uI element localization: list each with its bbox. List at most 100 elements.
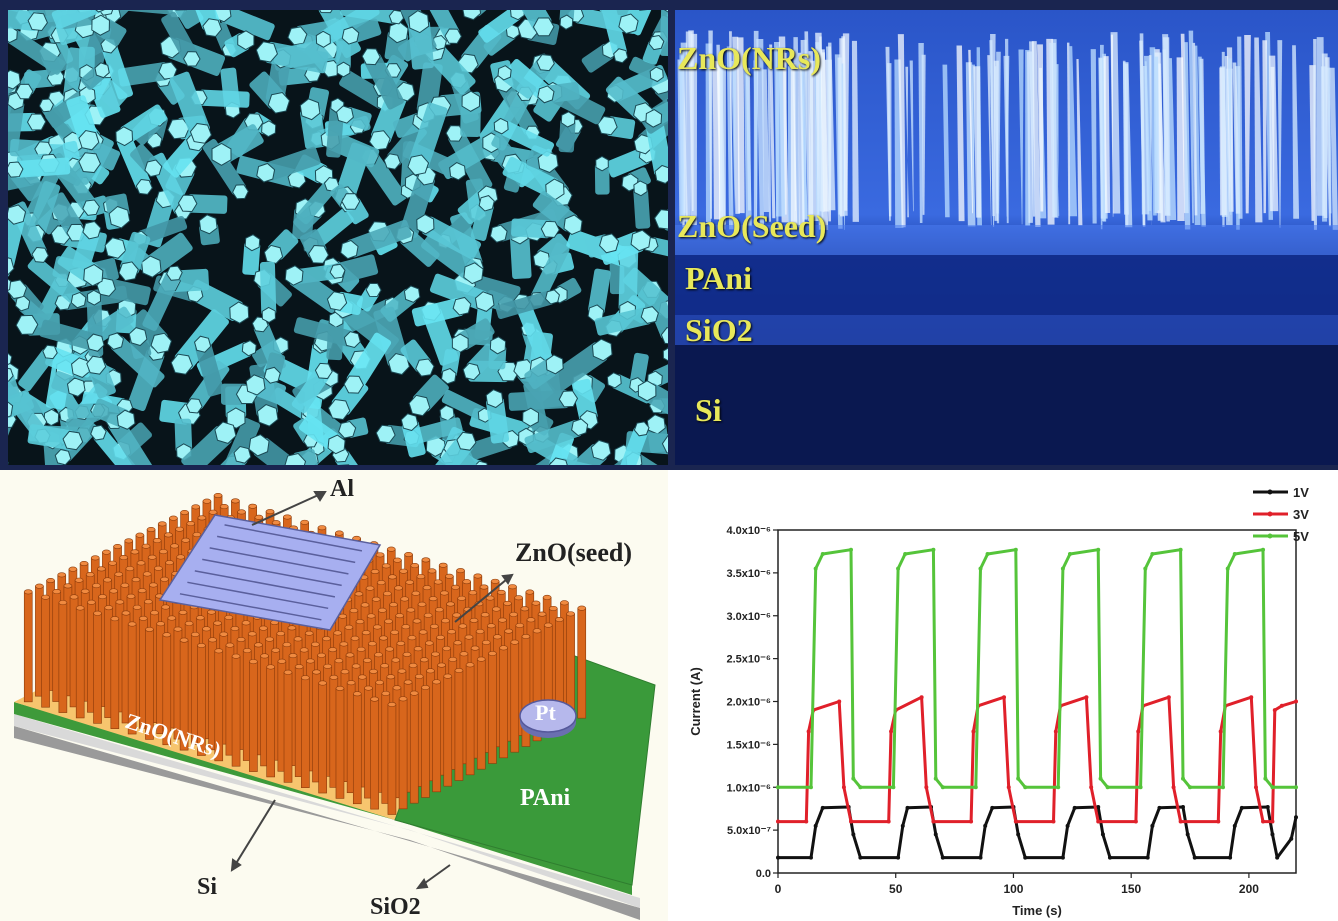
data-point bbox=[983, 823, 988, 828]
chart-svg: 0 50 100 150 200 0.0 5.0x10⁻⁷ 1.0x10⁻⁶ 1.5x10⁻⁶ 2… bbox=[688, 485, 1309, 918]
data-point bbox=[1192, 855, 1197, 860]
data-point bbox=[919, 695, 924, 700]
data-point bbox=[896, 855, 901, 860]
sio2-layer-side bbox=[14, 714, 640, 908]
data-point bbox=[1002, 695, 1007, 700]
data-point bbox=[1065, 823, 1070, 828]
sem-label-si: Si bbox=[695, 392, 722, 428]
data-point bbox=[776, 819, 780, 824]
legend-label: 3V bbox=[1293, 507, 1309, 522]
data-point bbox=[1185, 832, 1190, 837]
legend-label: 5V bbox=[1293, 529, 1309, 544]
y-tick-label: 4.0x10⁻⁶ bbox=[726, 525, 771, 537]
data-point bbox=[1275, 855, 1280, 860]
data-point bbox=[1013, 547, 1018, 552]
legend-marker bbox=[1267, 511, 1273, 517]
schematic-arrows bbox=[230, 491, 514, 890]
data-point bbox=[1053, 729, 1058, 734]
data-point bbox=[1089, 785, 1094, 790]
data-point bbox=[1023, 785, 1028, 790]
data-point bbox=[776, 855, 780, 860]
cross-seed-band bbox=[675, 225, 1338, 255]
data-point bbox=[1138, 785, 1143, 790]
schematic-label-sio2: SiO2 bbox=[370, 894, 421, 920]
data-point bbox=[1178, 547, 1183, 552]
data-point bbox=[931, 819, 936, 824]
data-point bbox=[1150, 552, 1155, 557]
data-point bbox=[1239, 805, 1244, 810]
data-point bbox=[1171, 785, 1176, 790]
data-point bbox=[1006, 785, 1011, 790]
data-point bbox=[1270, 819, 1275, 824]
data-point bbox=[978, 855, 983, 860]
data-point bbox=[1294, 699, 1298, 704]
sem-top-view-graphic bbox=[8, 10, 668, 465]
data-point bbox=[1016, 776, 1021, 781]
data-point bbox=[1107, 855, 1112, 860]
data-point bbox=[891, 785, 896, 790]
data-point bbox=[1228, 855, 1233, 860]
series-line-5V bbox=[778, 548, 1296, 789]
zno-nanorod-array bbox=[23, 493, 587, 815]
data-point bbox=[889, 729, 894, 734]
data-point bbox=[1216, 819, 1221, 824]
cross-si-band bbox=[675, 345, 1338, 465]
sem-label-pani: PAni bbox=[685, 260, 752, 296]
data-point bbox=[813, 566, 818, 571]
y-tick-label: 0.0 bbox=[756, 868, 771, 880]
data-point bbox=[851, 832, 856, 837]
y-tick-label: 3.5x10⁻⁶ bbox=[726, 568, 771, 580]
data-point bbox=[1232, 552, 1237, 557]
data-point bbox=[820, 805, 825, 810]
al-electrode bbox=[158, 514, 382, 631]
data-point bbox=[1067, 552, 1072, 557]
data-point bbox=[1051, 819, 1056, 824]
data-point bbox=[903, 552, 908, 557]
sem-top-view-image bbox=[8, 10, 668, 465]
data-point bbox=[858, 855, 863, 860]
data-point bbox=[1016, 832, 1021, 837]
data-point bbox=[1098, 776, 1103, 781]
data-point bbox=[933, 776, 938, 781]
y-tick-label: 1.0x10⁻⁶ bbox=[726, 782, 771, 794]
data-point bbox=[808, 785, 813, 790]
sem-cross-section-image: ZnO(NRs) ZnO(Seed) PAni SiO2 Si bbox=[675, 10, 1338, 465]
si-layer-side bbox=[14, 726, 640, 920]
sem-cross-section-graphic bbox=[675, 10, 1338, 465]
data-point bbox=[1218, 729, 1223, 734]
pt-contact bbox=[519, 699, 577, 733]
data-point bbox=[1096, 819, 1101, 824]
data-point bbox=[1013, 819, 1018, 824]
data-point bbox=[1180, 776, 1185, 781]
data-point bbox=[978, 566, 983, 571]
data-point bbox=[905, 805, 910, 810]
sem-rods bbox=[8, 10, 668, 465]
data-point bbox=[841, 785, 846, 790]
x-tick-label: 50 bbox=[889, 882, 903, 896]
data-point bbox=[1056, 785, 1061, 790]
schematic-label-al: Al bbox=[330, 476, 354, 502]
data-point bbox=[896, 566, 901, 571]
data-point bbox=[886, 819, 891, 824]
data-point bbox=[985, 552, 990, 557]
sem-label-sio2: SiO2 bbox=[685, 312, 753, 348]
data-point bbox=[990, 805, 995, 810]
data-point bbox=[1225, 566, 1230, 571]
data-point bbox=[1221, 785, 1226, 790]
data-point bbox=[933, 832, 938, 837]
data-point bbox=[1072, 805, 1077, 810]
data-point bbox=[848, 819, 853, 824]
data-point bbox=[1136, 729, 1141, 734]
data-point bbox=[973, 785, 978, 790]
x-tick-label: 200 bbox=[1239, 882, 1259, 896]
data-point bbox=[924, 785, 929, 790]
data-point bbox=[1166, 695, 1171, 700]
y-tick-label: 1.5x10⁻⁶ bbox=[726, 739, 771, 751]
data-point bbox=[900, 823, 905, 828]
y-tick-label: 5.0x10⁻⁷ bbox=[727, 825, 771, 837]
schematic-graphic bbox=[14, 491, 656, 920]
data-point bbox=[1294, 815, 1298, 820]
data-point bbox=[1272, 708, 1277, 713]
data-point bbox=[1157, 805, 1162, 810]
data-point bbox=[1023, 855, 1028, 860]
